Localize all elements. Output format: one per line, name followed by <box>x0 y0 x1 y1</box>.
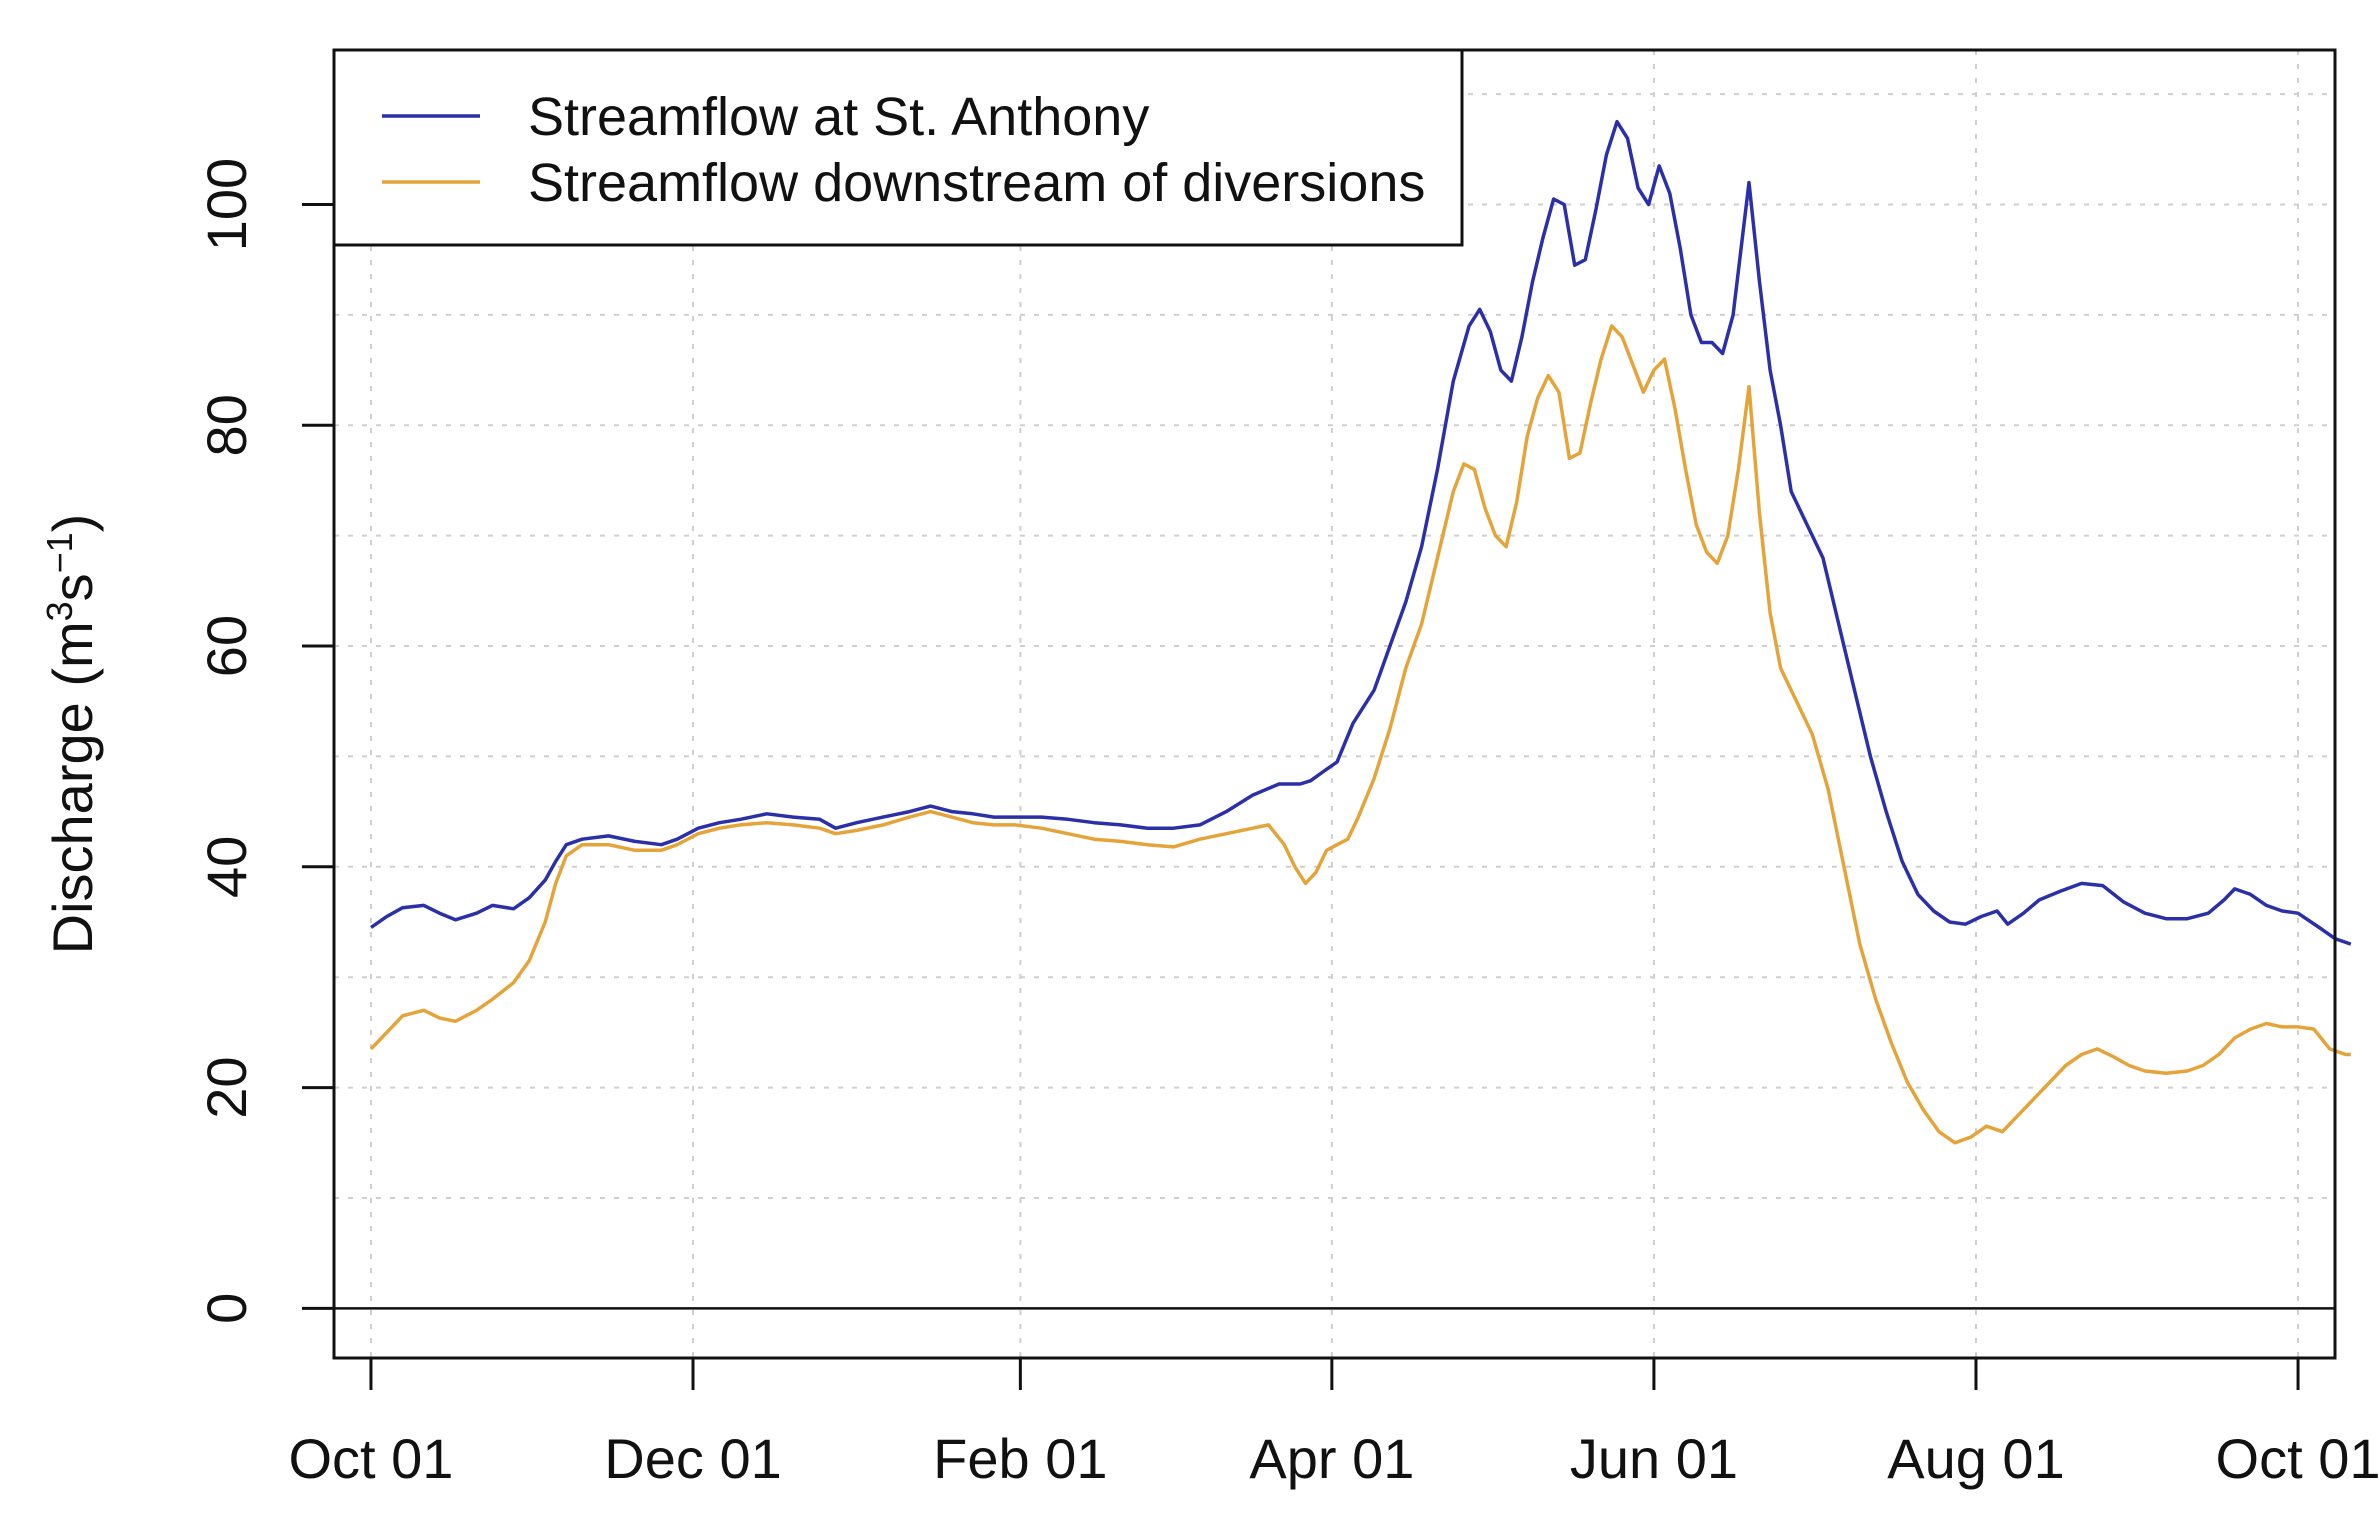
series-lines <box>369 119 2352 1145</box>
y-axis: 0 20 40 60 80 100 <box>195 158 334 1324</box>
y-tick-label: 80 <box>195 394 258 456</box>
x-tick-label: Aug 01 <box>1887 1427 2065 1490</box>
x-tick-label: Feb 01 <box>933 1427 1107 1490</box>
x-tick-label: Oct 01 <box>2216 1427 2379 1490</box>
y-title-base: Discharge (m <box>41 621 104 954</box>
y-tick-label: 100 <box>195 158 258 251</box>
legend-label-downstream: Streamflow downstream of diversions <box>528 153 1425 213</box>
x-tick-label: Jun 01 <box>1570 1427 1738 1490</box>
legend-box <box>332 48 1464 247</box>
y-title-sup1: 3 <box>39 601 80 621</box>
y-tick-label: 40 <box>195 836 258 898</box>
y-title-end: ) <box>41 514 104 533</box>
grid-lines <box>334 50 2335 1358</box>
x-axis: Oct 01 Dec 01 Feb 01 Apr 01 Jun 01 Aug 01 Oct … <box>288 1358 2379 1490</box>
y-title-mid: s <box>41 573 104 601</box>
y-axis-title: Discharge (m3s−1) <box>39 514 105 955</box>
x-tick-label: Oct 01 <box>288 1427 453 1490</box>
legend: Streamflow at St. Anthony Streamflow dow… <box>332 48 1464 247</box>
series-line-1 <box>369 324 2351 1145</box>
y-tick-label: 60 <box>195 615 258 677</box>
series-line-0 <box>370 119 2352 946</box>
legend-label-st-anthony: Streamflow at St. Anthony <box>528 87 1149 147</box>
x-tick-label: Apr 01 <box>1249 1427 1414 1490</box>
y-title-sup2: −1 <box>39 532 80 573</box>
x-tick-label: Dec 01 <box>604 1427 781 1490</box>
y-tick-label: 20 <box>195 1056 258 1118</box>
y-tick-label: 0 <box>195 1293 258 1324</box>
